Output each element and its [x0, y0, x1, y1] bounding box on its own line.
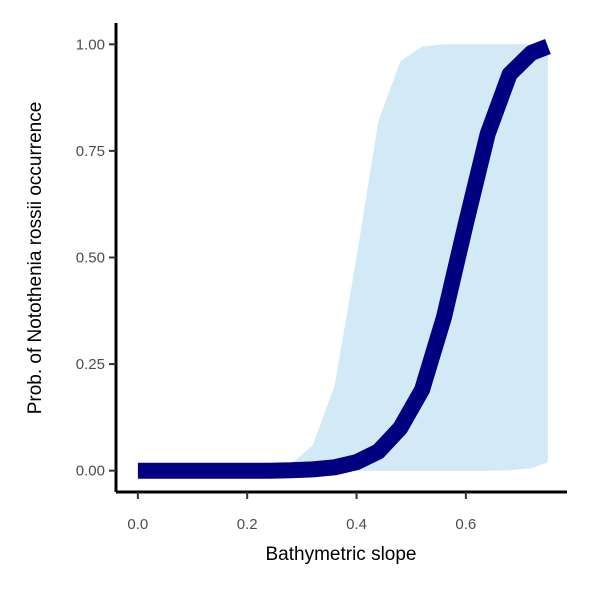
confidence-band-layer — [137, 44, 548, 471]
y-axis-ticks: 0.00 0.25 0.50 0.75 1.00 — [76, 36, 116, 480]
y-tick-label: 0.50 — [76, 250, 105, 267]
x-axis-title: Bathymetric slope — [265, 544, 416, 565]
y-axis-title: Prob. of Notothenia rossii occurrence — [25, 102, 46, 415]
y-tick-label: 0.00 — [76, 463, 105, 480]
x-tick-label: 0.6 — [455, 516, 476, 533]
confidence-band — [137, 44, 548, 471]
y-tick-label: 0.25 — [76, 356, 105, 373]
x-tick-label: 0.2 — [237, 516, 258, 533]
x-tick-label: 0.0 — [127, 516, 148, 533]
fitted-curve-layer — [137, 39, 551, 479]
y-tick-label: 1.00 — [76, 36, 105, 53]
fitted-probability-line — [137, 39, 551, 479]
y-tick-label: 0.75 — [76, 143, 105, 160]
x-tick-label: 0.4 — [346, 516, 367, 533]
x-axis-ticks: 0.0 0.2 0.4 0.6 — [127, 492, 476, 533]
